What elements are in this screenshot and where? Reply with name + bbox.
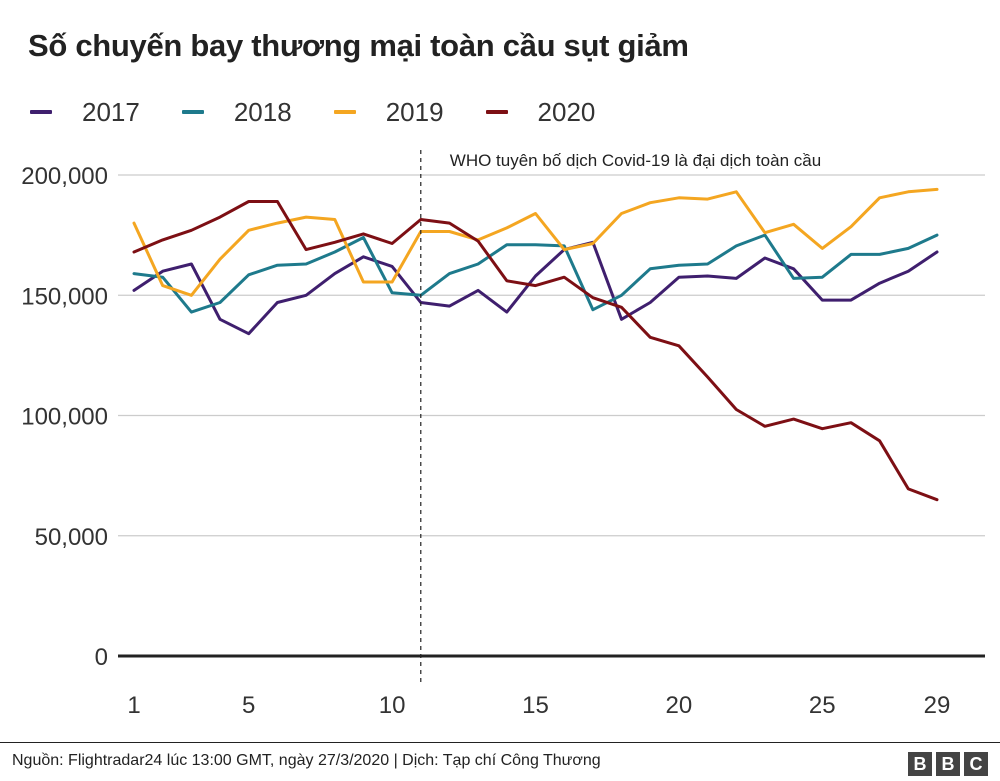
legend: 2017 2018 2019 2020 <box>30 92 637 132</box>
x-tick-label: 20 <box>666 692 693 719</box>
y-tick-label: 200,000 <box>21 163 108 190</box>
x-tick-label: 29 <box>924 692 951 719</box>
y-tick-label: 0 <box>95 644 108 671</box>
x-tick-label: 1 <box>127 692 140 719</box>
chart-title: Số chuyến bay thương mại toàn cầu sụt gi… <box>28 28 689 63</box>
x-tick-label: 25 <box>809 692 836 719</box>
series-layer <box>132 187 939 502</box>
bbc-logo-letter-b1: B <box>908 752 932 776</box>
y-tick-label: 50,000 <box>35 524 108 551</box>
x-axis-ticks: 1 5 10 15 20 25 29 <box>127 692 950 719</box>
annotation-text: WHO tuyên bố dịch Covid-19 là đại dịch t… <box>450 151 821 170</box>
x-tick-label: 5 <box>242 692 255 719</box>
annotation-layer: WHO tuyên bố dịch Covid-19 là đại dịch t… <box>420 150 821 683</box>
series-line-2019 <box>132 187 939 297</box>
y-tick-label: 100,000 <box>21 404 108 431</box>
y-tick-label: 150,000 <box>21 283 108 310</box>
footer-divider <box>0 742 1000 743</box>
legend-swatch-2019 <box>333 110 356 114</box>
legend-label-2019: 2019 <box>385 96 444 127</box>
legend-label-2017: 2017 <box>82 96 140 127</box>
legend-label-2018: 2018 <box>233 96 292 127</box>
series-line-2020 <box>132 200 939 502</box>
series-line-2017 <box>132 240 939 336</box>
bbc-logo: B B C <box>904 752 988 776</box>
x-tick-label: 15 <box>522 692 549 719</box>
legend-item-2019: 2019 <box>333 96 444 128</box>
bbc-logo-letter-b2: B <box>936 752 960 776</box>
series-line-2018 <box>132 233 939 314</box>
source-note: Nguồn: Flightradar24 lúc 13:00 GMT, ngày… <box>12 752 601 769</box>
x-tick-label: 10 <box>379 692 406 719</box>
legend-label-2020: 2020 <box>537 96 596 127</box>
legend-swatch-2017 <box>30 110 52 114</box>
legend-swatch-2018 <box>181 110 204 114</box>
legend-swatch-2020 <box>485 110 508 114</box>
legend-item-2020: 2020 <box>485 96 596 128</box>
legend-item-2017: 2017 <box>30 97 140 128</box>
grid-layer: 0 50,000 100,000 150,000 200,000 <box>21 163 985 671</box>
legend-item-2018: 2018 <box>181 96 292 128</box>
bbc-logo-letter-c: C <box>964 752 988 776</box>
line-chart: 0 50,000 100,000 150,000 200,000 WHO tuyên b… <box>21 150 985 719</box>
